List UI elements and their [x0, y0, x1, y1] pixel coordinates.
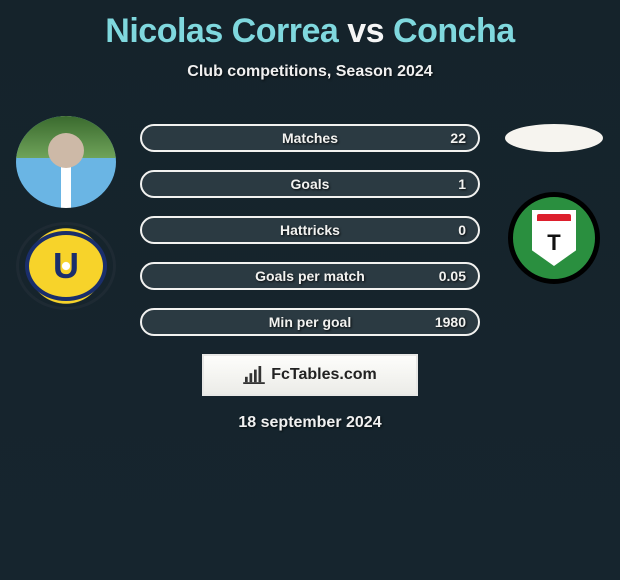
- stat-value: 0.05: [439, 268, 466, 284]
- stat-label: Goals per match: [255, 268, 365, 284]
- stat-value: 22: [450, 130, 466, 146]
- subtitle: Club competitions, Season 2024: [0, 63, 620, 81]
- stat-label: Hattricks: [280, 222, 340, 238]
- stat-label: Matches: [282, 130, 338, 146]
- stat-row-matches: Matches 22: [140, 124, 480, 152]
- player1-name: Nicolas Correa: [105, 12, 338, 50]
- brand-text: FcTables.com: [271, 366, 377, 384]
- club-shield-icon: [532, 210, 576, 266]
- stat-value: 1: [458, 176, 466, 192]
- stat-row-mpg: Min per goal 1980: [140, 308, 480, 336]
- stat-label: Min per goal: [269, 314, 351, 330]
- brand-box: FcTables.com: [202, 354, 418, 396]
- stat-label: Goals: [291, 176, 330, 192]
- stats-list: Matches 22 Goals 1 Hattricks 0 Goals per…: [140, 124, 480, 432]
- stat-row-goals: Goals 1: [140, 170, 480, 198]
- date-label: 18 september 2024: [140, 414, 480, 432]
- player2-club-badge: [508, 192, 600, 284]
- stat-row-gpm: Goals per match 0.05: [140, 262, 480, 290]
- stat-value: 1980: [435, 314, 466, 330]
- right-column: [494, 110, 614, 284]
- club-badge-letter: U: [53, 245, 79, 287]
- stat-row-hattricks: Hattricks 0: [140, 216, 480, 244]
- player2-name: Concha: [393, 12, 515, 50]
- vs-label: vs: [347, 12, 384, 50]
- bar-chart-icon: [243, 366, 265, 384]
- stat-value: 0: [458, 222, 466, 238]
- player1-avatar: [16, 116, 116, 208]
- player2-avatar-placeholder: [505, 124, 603, 152]
- player1-club-badge: U: [16, 222, 116, 310]
- comparison-title: Nicolas Correa vs Concha: [0, 0, 620, 51]
- left-column: U: [6, 110, 126, 310]
